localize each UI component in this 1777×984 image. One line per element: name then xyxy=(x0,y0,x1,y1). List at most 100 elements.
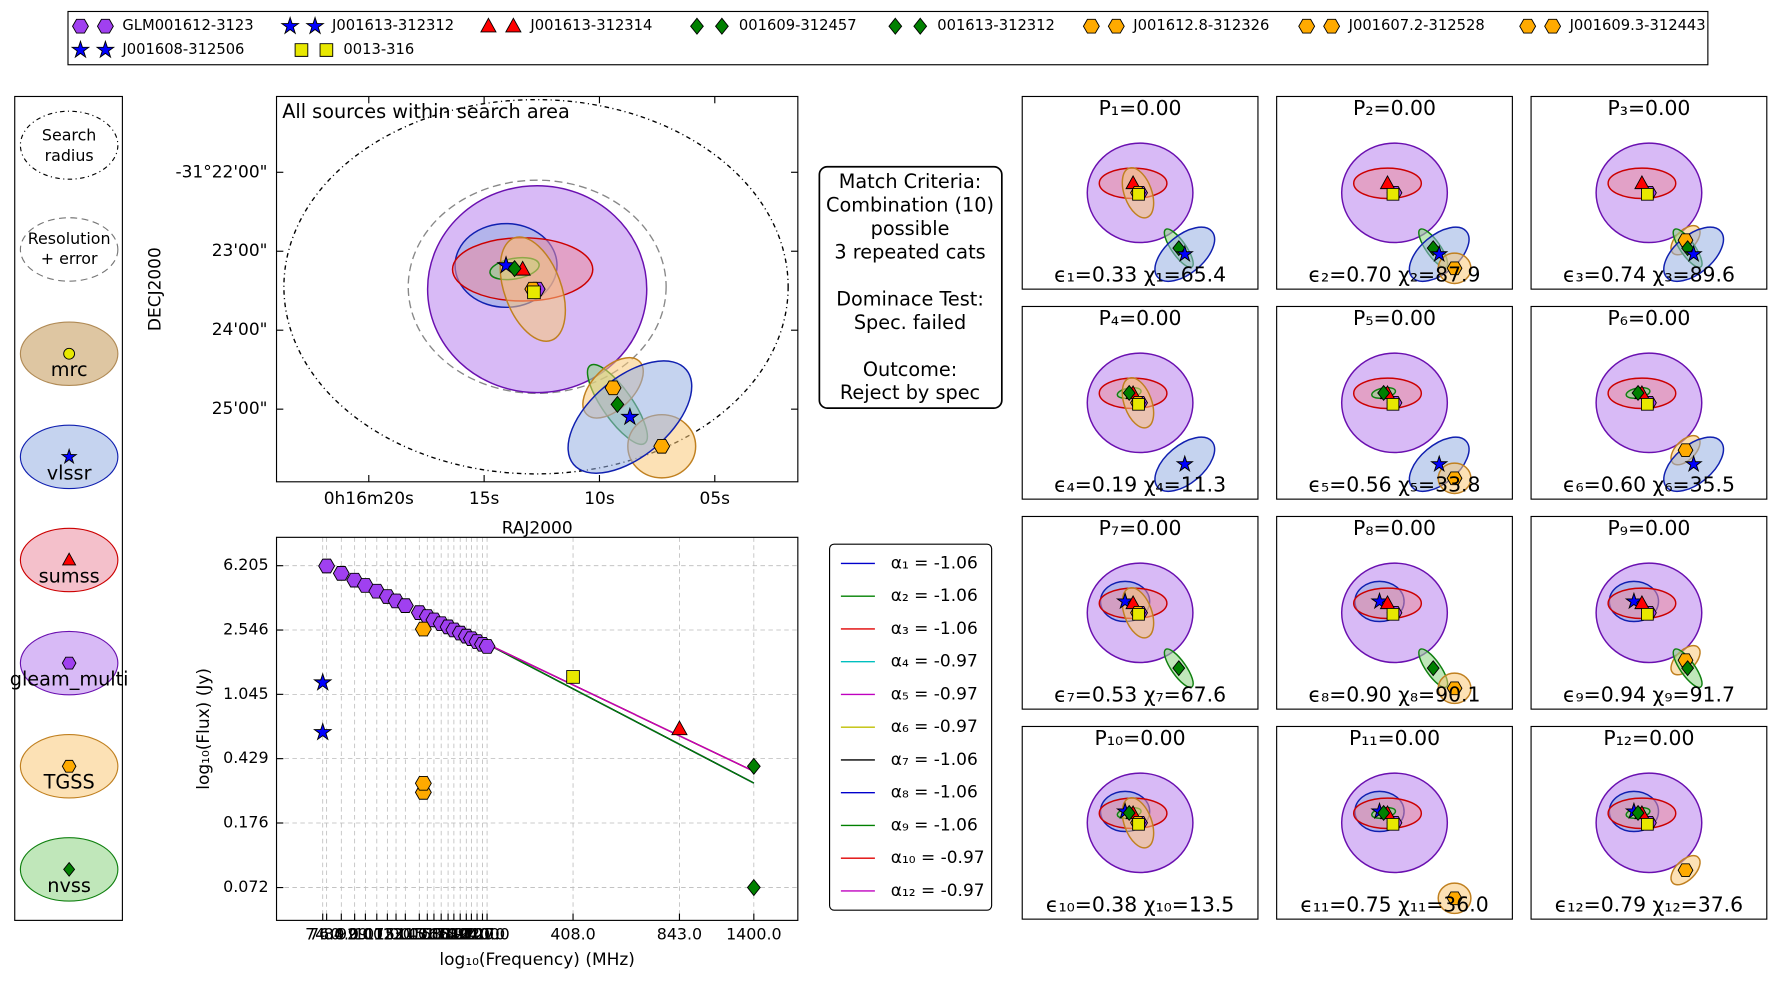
panel-caption: ϵ₁₂=0.79 χ₁₂=37.6 xyxy=(1555,893,1743,917)
fit-legend-label: α₇ = -1.06 xyxy=(891,750,978,770)
key-marker xyxy=(63,347,76,360)
legend-marker xyxy=(1107,18,1125,34)
fit-legend-label: α₄ = -0.97 xyxy=(891,652,978,672)
key-label: vlssr xyxy=(47,461,92,484)
match-text: Outcome: xyxy=(863,358,957,381)
source-marker xyxy=(1132,397,1145,411)
legend-marker xyxy=(913,17,928,35)
source-marker xyxy=(507,259,522,278)
source-marker xyxy=(1115,591,1135,610)
legend-label: J001607.2-312528 xyxy=(1348,17,1485,34)
match-text: 3 repeated cats xyxy=(834,240,985,263)
source-marker xyxy=(653,438,671,454)
source-marker xyxy=(1370,591,1389,610)
source-marker xyxy=(1446,891,1463,906)
match-text: Dominace Test: xyxy=(836,287,984,310)
source-marker xyxy=(1631,804,1645,822)
panel-plot xyxy=(1595,142,1725,283)
legend-label: GLM001612-3123 xyxy=(122,17,253,34)
sed-point xyxy=(478,639,496,654)
legend-marker xyxy=(95,39,116,59)
plot-frame xyxy=(275,536,799,921)
source-marker xyxy=(1172,660,1186,677)
fit-legend-box xyxy=(829,543,993,911)
key-label: mrc xyxy=(51,358,88,381)
panel-plot xyxy=(1086,562,1194,689)
key-label: radius xyxy=(45,146,94,165)
panel-title: P₁=0.00 xyxy=(1099,96,1182,120)
panel-plot xyxy=(1086,352,1216,493)
fit-legend-label: α₁ = -1.06 xyxy=(891,553,978,573)
panel-caption: ϵ₉=0.94 χ₉=91.7 xyxy=(1563,683,1735,707)
legend-label: 0013-316 xyxy=(343,41,414,58)
source-marker xyxy=(1684,244,1703,262)
panel-plot xyxy=(1086,772,1194,874)
panel-title: P₇=0.00 xyxy=(1099,516,1182,540)
y-tick-label: 23'00" xyxy=(212,241,268,261)
key-marker xyxy=(63,861,76,877)
source-marker xyxy=(610,395,625,414)
source-marker xyxy=(1175,454,1194,472)
source-marker xyxy=(1446,261,1463,276)
panel-title: P₃=0.00 xyxy=(1607,96,1690,120)
panel-frame xyxy=(1530,515,1768,710)
panel-frame xyxy=(1276,305,1513,500)
x-tick-label: 843.0 xyxy=(657,925,702,944)
panel-caption: ϵ₇=0.53 χ₇=67.6 xyxy=(1054,683,1226,707)
match-text: Reject by spec xyxy=(840,381,980,404)
source-marker xyxy=(1386,607,1400,621)
resolution-ellipse xyxy=(407,179,667,395)
fit-legend-label: α₅ = -0.97 xyxy=(891,684,978,704)
panel-title: P₁₀=0.00 xyxy=(1095,726,1186,750)
legend-marker xyxy=(1544,18,1562,34)
key-label: sumss xyxy=(39,564,100,587)
source-marker xyxy=(496,255,516,274)
panel-plot xyxy=(1340,142,1472,285)
panel-frame xyxy=(1021,305,1259,500)
y-tick-label: 0.429 xyxy=(223,748,268,767)
plot-frame xyxy=(275,95,799,483)
legend-marker xyxy=(319,43,334,57)
legend-marker xyxy=(70,39,91,59)
source-marker xyxy=(1641,397,1654,411)
source-marker xyxy=(1377,804,1391,822)
x-tick-label: 74.0 xyxy=(305,925,340,944)
fit-legend-label: α₆ = -0.97 xyxy=(891,717,978,737)
panel-caption: ϵ₁₁=0.75 χ₁₁=36.0 xyxy=(1300,893,1488,917)
match-text: possible xyxy=(871,217,950,240)
panel-frame xyxy=(1530,305,1768,500)
x-tick-label: 166.0 xyxy=(418,925,463,944)
panel-title: P₁₁=0.00 xyxy=(1349,726,1440,750)
source-marker xyxy=(1132,607,1145,621)
source-marker xyxy=(1684,454,1703,472)
y-tick-label: 0.176 xyxy=(223,812,268,831)
panel-caption: ϵ₂=0.70 χ₂=87.9 xyxy=(1309,263,1481,287)
panel-frame xyxy=(1276,95,1513,290)
sed-point xyxy=(332,566,350,581)
source-marker xyxy=(620,406,640,426)
key-marker xyxy=(61,656,77,670)
source-marker xyxy=(604,380,622,396)
match-box xyxy=(818,165,1003,409)
x-axis-label: log₁₀(Frequency) (MHz) xyxy=(439,950,635,970)
panel-title: P₂=0.00 xyxy=(1353,96,1436,120)
x-tick-label: 408.0 xyxy=(550,925,595,944)
panel-caption: ϵ₁=0.33 χ₁=65.4 xyxy=(1054,263,1226,287)
match-text: Combination (10) xyxy=(826,194,994,217)
source-marker xyxy=(1446,681,1463,696)
source-marker xyxy=(1624,591,1644,610)
source-marker xyxy=(1132,817,1145,831)
source-marker xyxy=(1677,863,1694,878)
x-tick-label: 151.0 xyxy=(405,925,450,944)
source-marker xyxy=(1122,804,1136,822)
legend-marker xyxy=(72,18,89,34)
source-marker xyxy=(527,285,541,300)
key-marker xyxy=(61,552,77,566)
y-axis-label: log₁₀(Flux) (Jy) xyxy=(194,668,214,790)
panel-caption: ϵ₈=0.90 χ₈=90.1 xyxy=(1309,683,1481,707)
source-marker xyxy=(1386,817,1400,831)
legend-marker xyxy=(505,17,522,33)
key-label: gleam_multi xyxy=(10,668,129,691)
y-tick-label: 24'00" xyxy=(212,320,268,340)
